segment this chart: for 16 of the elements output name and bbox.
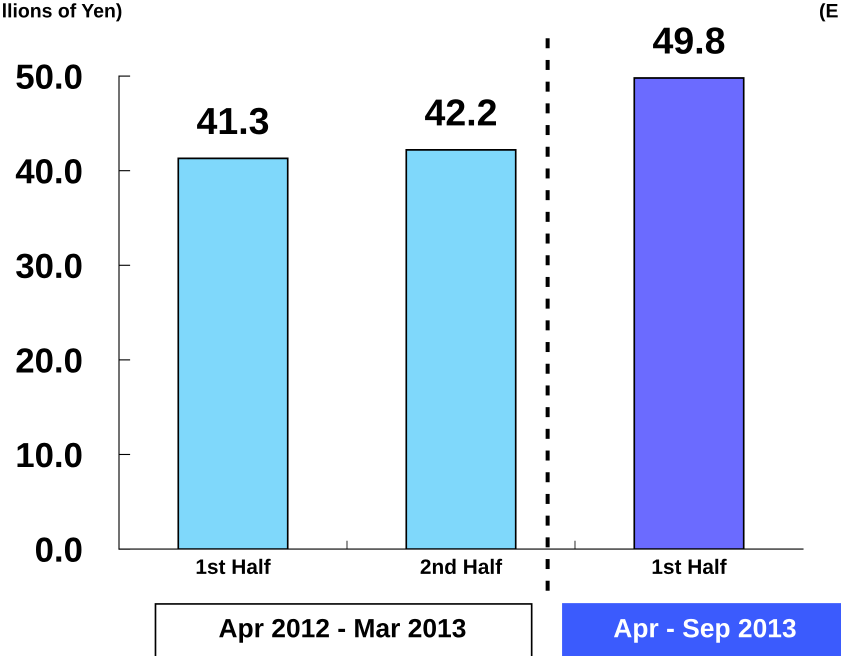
y-tick-label: 10.0 [18,442,82,468]
x-tick-label: 1st Half [196,558,271,574]
y-tick-label: 40.0 [16,159,82,184]
y-tick-label: 30.0 [16,254,82,278]
text: (E [820,3,838,22]
text: Apr 2012 - Mar 2013 [219,618,466,643]
y-axis-title: llions of Yen) [3,3,122,22]
x-tick-label: 2nd Half [420,558,502,574]
data-label: 49.8 [653,27,724,54]
data-label: 42.2 [425,99,496,126]
data-label: 41.3 [197,108,268,134]
x-tick-label: 1st Half [652,558,727,574]
y-tick-label: 50.0 [16,64,82,90]
text: Apr - Sep 2013 [614,618,796,643]
y-tick-label: 0.0 [36,537,82,562]
y-tick-label: 20.0 [16,348,82,373]
